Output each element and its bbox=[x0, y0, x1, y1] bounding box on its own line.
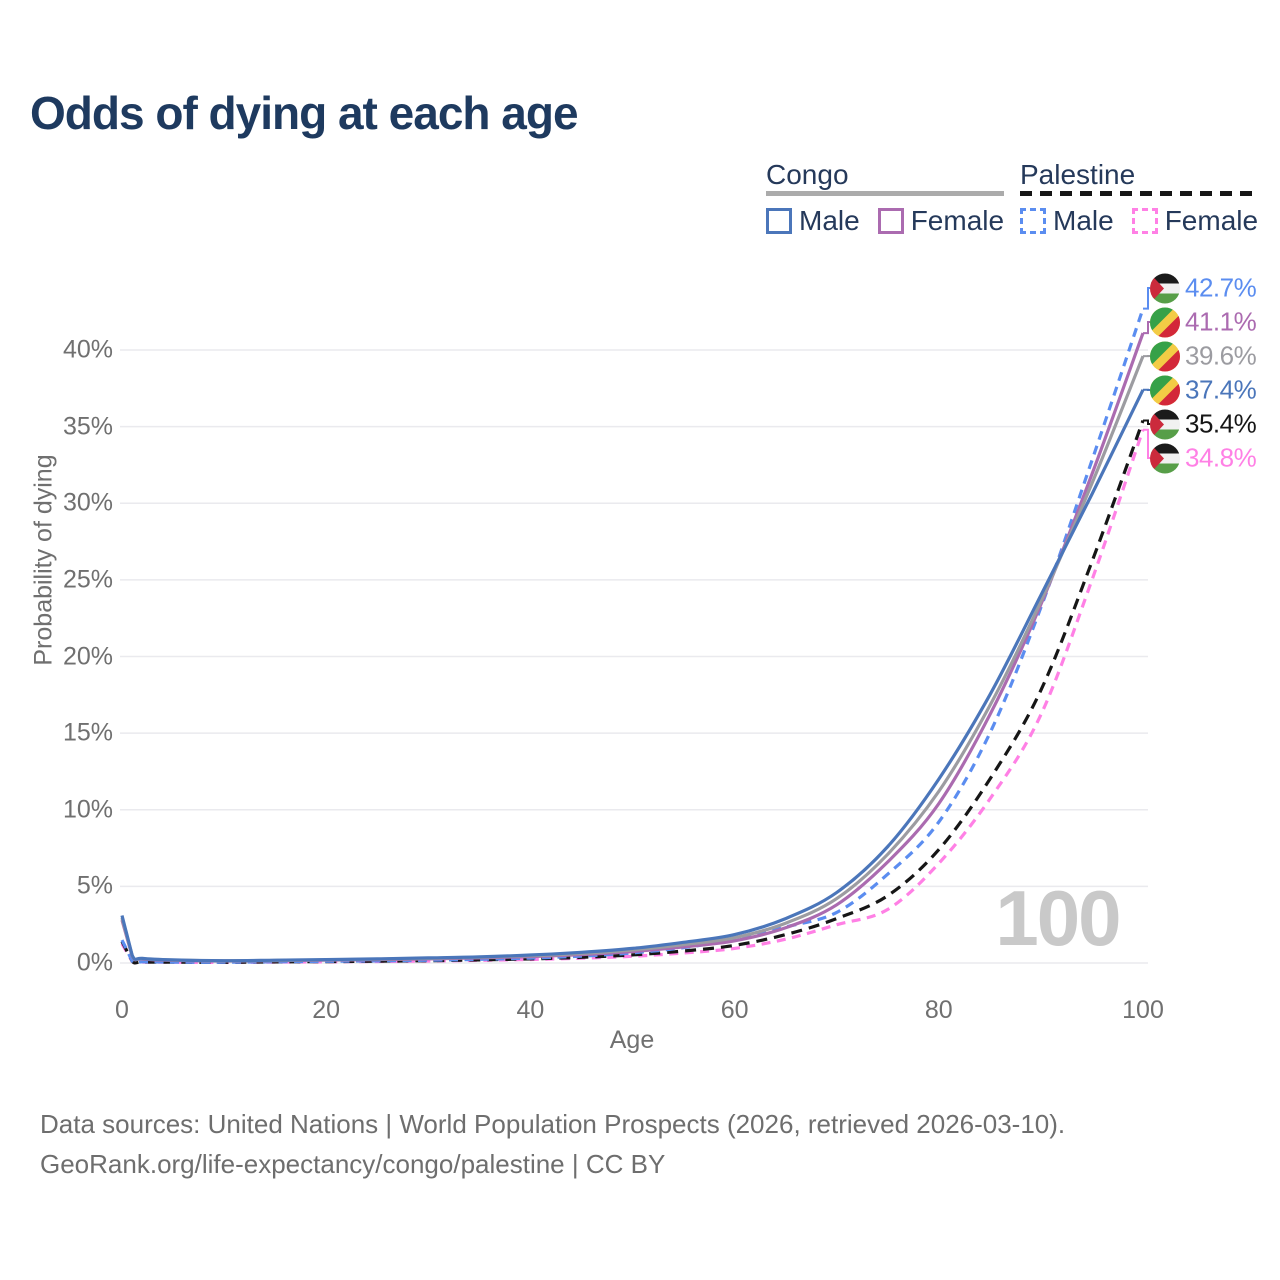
legend-item-palestine-female[interactable]: Female bbox=[1131, 205, 1259, 237]
legend-item-label: Male bbox=[1053, 205, 1114, 236]
x-axis-tick: 0 bbox=[115, 996, 129, 1024]
legend-underline-solid bbox=[766, 191, 1005, 196]
legend-group-congo: Congo Male Female bbox=[766, 159, 1005, 237]
y-axis-tick: 15% bbox=[62, 718, 113, 747]
y-axis-tick: 25% bbox=[62, 565, 113, 594]
y-axis-tick: 0% bbox=[76, 948, 113, 977]
y-axis-tick: 30% bbox=[62, 488, 113, 517]
x-axis-tick: 100 bbox=[1122, 996, 1164, 1024]
end-label-value: 42.7% bbox=[1185, 272, 1257, 303]
legend-item-congo-male[interactable]: Male bbox=[766, 205, 860, 237]
hover-age-watermark: 100 bbox=[995, 874, 1121, 962]
y-axis-title: Probability of dying bbox=[29, 454, 58, 666]
y-axis-tick: 40% bbox=[62, 335, 113, 364]
x-axis-tick: 40 bbox=[516, 996, 545, 1024]
y-axis-tick: 10% bbox=[62, 795, 113, 824]
end-label-row: 41.1% bbox=[1150, 306, 1257, 338]
series-line-congo-both[interactable] bbox=[120, 355, 1145, 963]
legend-group-title: Palestine bbox=[1020, 159, 1136, 190]
page-title: Odds of dying at each age bbox=[30, 87, 579, 139]
x-axis-tick: 60 bbox=[720, 996, 749, 1024]
footer: Data sources: United Nations | World Pop… bbox=[40, 1104, 1065, 1184]
congo-flag-icon bbox=[1150, 375, 1180, 405]
x-axis-title: Age bbox=[609, 1026, 655, 1054]
palestine-flag-icon bbox=[1150, 273, 1180, 303]
legend-item-congo-female[interactable]: Female bbox=[877, 205, 1005, 237]
end-label-value: 39.6% bbox=[1185, 340, 1257, 371]
x-axis-tick: 20 bbox=[312, 996, 341, 1024]
y-axis-tick: 5% bbox=[76, 871, 113, 900]
y-axis-tick: 20% bbox=[62, 642, 113, 670]
legend-group-palestine: Palestine Male Female bbox=[1020, 159, 1259, 237]
legend-swatch-icon bbox=[877, 208, 904, 234]
end-label-row: 37.4% bbox=[1150, 374, 1257, 406]
end-label-value: 35.4% bbox=[1185, 408, 1257, 439]
legend-swatch-icon bbox=[1131, 208, 1158, 234]
legend-item-label: Female bbox=[910, 205, 1005, 236]
end-label-value: 34.8% bbox=[1185, 442, 1257, 473]
series-line-palestine-male[interactable] bbox=[120, 308, 1145, 965]
series-line-congo-male[interactable] bbox=[120, 389, 1145, 963]
legend-swatch-icon bbox=[1020, 208, 1046, 234]
end-label-row: 35.4% bbox=[1150, 408, 1257, 440]
legend-swatch-icon bbox=[766, 208, 792, 234]
end-label-value: 37.4% bbox=[1185, 374, 1257, 405]
congo-flag-icon bbox=[1150, 341, 1180, 371]
palestine-flag-icon bbox=[1150, 409, 1180, 439]
end-label-row: 42.7% bbox=[1150, 272, 1257, 304]
legend-underline-dashed bbox=[1020, 191, 1259, 196]
end-label-value: 41.1% bbox=[1185, 306, 1257, 337]
palestine-flag-icon bbox=[1150, 443, 1180, 473]
congo-flag-icon bbox=[1150, 307, 1180, 337]
end-label-row: 39.6% bbox=[1150, 340, 1257, 372]
legend-item-label: Male bbox=[799, 205, 860, 236]
data-sources-text: Data sources: United Nations | World Pop… bbox=[40, 1109, 1066, 1139]
end-label-row: 34.8% bbox=[1150, 442, 1257, 474]
legend-item-label: Female bbox=[1164, 205, 1259, 236]
x-axis-tick: 80 bbox=[924, 996, 953, 1024]
y-axis-tick: 35% bbox=[62, 412, 113, 441]
attribution-text: GeoRank.org/life-expectancy/congo/palest… bbox=[40, 1149, 666, 1179]
legend-item-palestine-male[interactable]: Male bbox=[1020, 205, 1114, 237]
legend-group-title: Congo bbox=[766, 159, 849, 190]
